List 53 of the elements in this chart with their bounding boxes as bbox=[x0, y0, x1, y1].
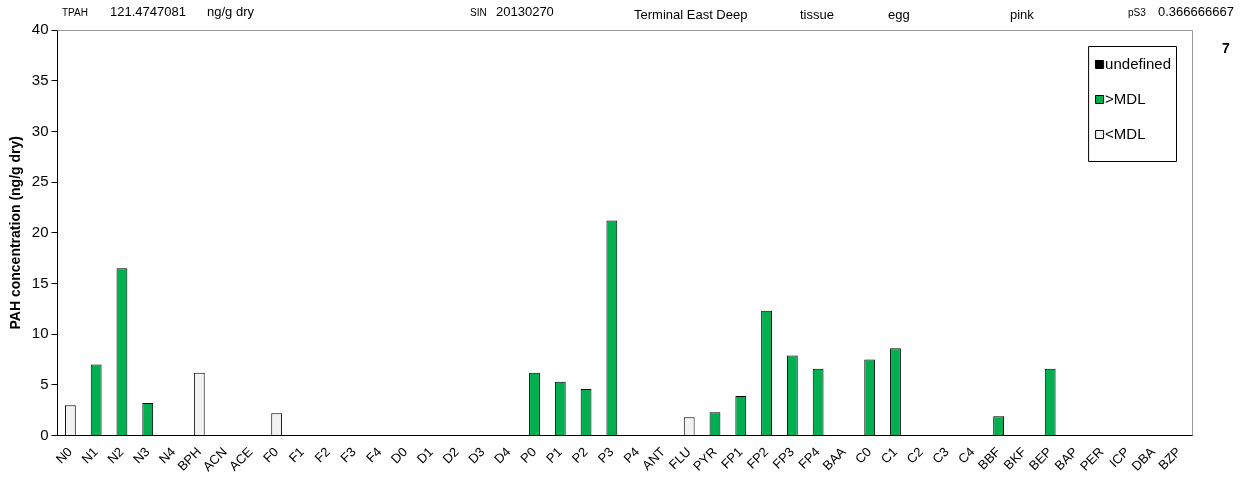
text: 7 bbox=[1222, 40, 1230, 56]
x-tick-label: D1 bbox=[413, 444, 437, 467]
x-tick-label: FP2 bbox=[743, 444, 772, 472]
text: 121.4747081 bbox=[110, 4, 186, 19]
y-tick-label: 10 bbox=[31, 324, 49, 342]
x-tick-label: F4 bbox=[363, 444, 385, 466]
y-tick-label: 30 bbox=[31, 121, 49, 139]
legend-label: undefined bbox=[1105, 55, 1172, 73]
x-tick-label: C0 bbox=[851, 444, 875, 467]
x-tick-label: C3 bbox=[929, 444, 952, 467]
y-tick-label: 0 bbox=[40, 425, 49, 443]
x-tick-label: D2 bbox=[439, 444, 462, 467]
y-axis-title: PAH concentration (ng/g dry) bbox=[7, 136, 24, 330]
text: 20130270 bbox=[496, 4, 554, 19]
text: egg bbox=[888, 7, 910, 22]
x-tick-label: P3 bbox=[594, 444, 617, 466]
x-tick-label: D0 bbox=[387, 444, 411, 467]
x-tick-label: N3 bbox=[130, 444, 153, 467]
y-tick-label: 25 bbox=[31, 172, 49, 190]
x-tick-label: N2 bbox=[104, 444, 127, 467]
text: ng/g dry bbox=[207, 4, 255, 19]
x-tick-label: D4 bbox=[491, 444, 514, 467]
text: TPAH bbox=[62, 7, 88, 18]
x-tick-label: F1 bbox=[285, 444, 308, 466]
text: SIN bbox=[470, 7, 487, 18]
y-tick-label: 5 bbox=[40, 375, 49, 393]
x-tick-label: N1 bbox=[78, 444, 101, 467]
text: Terminal East Deep bbox=[634, 7, 748, 22]
x-tick-label: P0 bbox=[517, 444, 540, 466]
text: tissue bbox=[800, 7, 834, 22]
legend-label: >MDL bbox=[1105, 90, 1146, 108]
text: 0.366666667 bbox=[1158, 4, 1234, 19]
x-tick-label: FLU bbox=[665, 444, 694, 473]
x-tick-label: F0 bbox=[259, 444, 282, 466]
x-tick-label: D3 bbox=[465, 444, 488, 467]
x-tick-label: C1 bbox=[877, 444, 901, 467]
x-tick-label: FP3 bbox=[769, 444, 797, 472]
legend-label: <MDL bbox=[1105, 125, 1146, 143]
x-tick-label: FP1 bbox=[717, 444, 746, 472]
text: pink bbox=[1010, 7, 1035, 22]
x-tick-label: P2 bbox=[568, 444, 591, 466]
y-tick-label: 35 bbox=[31, 70, 49, 88]
y-tick-label: 40 bbox=[31, 20, 49, 38]
y-tick-label: 20 bbox=[31, 222, 49, 240]
x-tick-label: P1 bbox=[543, 444, 565, 466]
x-tick-label: C4 bbox=[955, 444, 978, 467]
text: pS3 bbox=[1128, 7, 1147, 18]
x-tick-label: N0 bbox=[52, 444, 76, 467]
x-tick-label: P4 bbox=[620, 444, 643, 466]
x-tick-label: F3 bbox=[337, 444, 359, 466]
x-tick-label: C2 bbox=[903, 444, 926, 467]
x-tick-label: F2 bbox=[311, 444, 333, 466]
y-tick-label: 15 bbox=[31, 273, 49, 291]
